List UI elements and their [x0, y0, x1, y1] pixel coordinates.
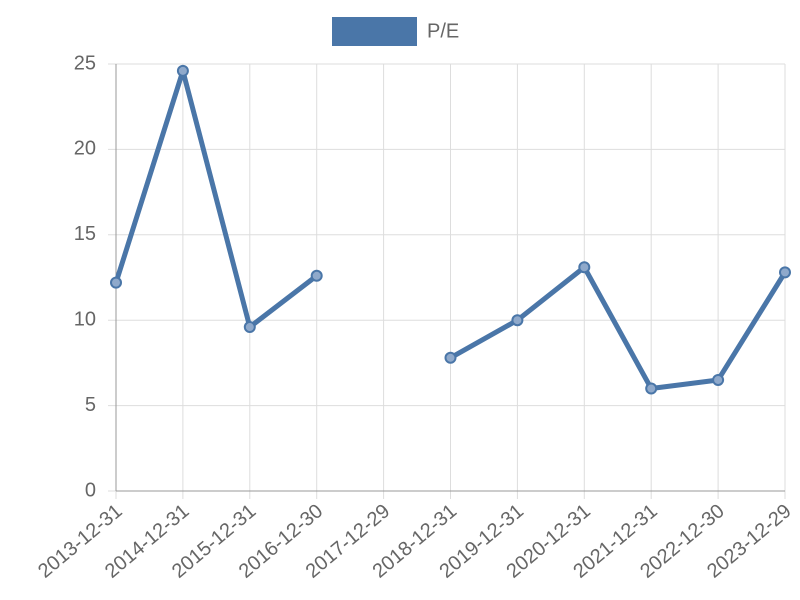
point	[578, 261, 591, 274]
legend-item: P/E	[332, 17, 459, 46]
legend-swatch	[332, 17, 417, 46]
y-tick-label: 25	[74, 52, 96, 74]
point	[645, 382, 658, 395]
point	[511, 314, 524, 327]
legend-label: P/E	[427, 20, 459, 42]
point	[110, 276, 122, 289]
point	[779, 266, 791, 279]
point	[444, 351, 457, 364]
line	[113, 68, 788, 392]
y-tick-label: 15	[74, 223, 96, 245]
point	[176, 64, 189, 77]
point	[243, 321, 256, 334]
point	[712, 373, 725, 386]
y-tick-label: 5	[85, 394, 96, 416]
y-tick-label: 0	[85, 479, 96, 501]
y-tick-label: 10	[74, 308, 96, 330]
y-tick-label: 20	[74, 138, 96, 160]
point	[310, 269, 323, 282]
